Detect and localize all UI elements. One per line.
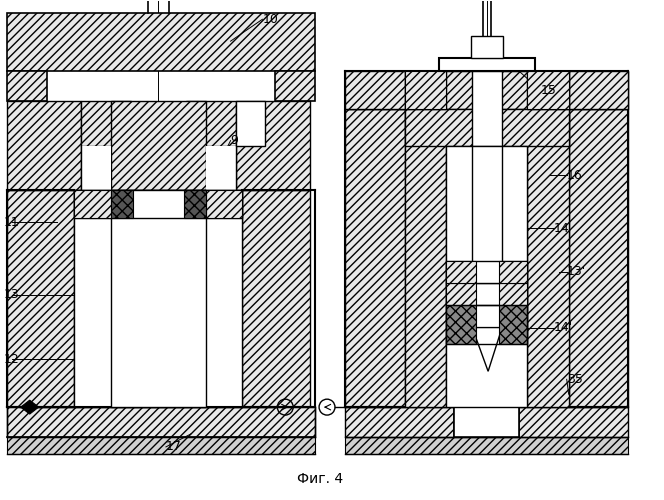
Bar — [345, 109, 404, 407]
Text: 17: 17 — [166, 440, 182, 454]
Bar — [446, 261, 476, 283]
Bar — [446, 146, 527, 407]
Bar — [472, 146, 502, 328]
Text: 14': 14' — [554, 321, 573, 334]
Text: 9: 9 — [230, 134, 238, 147]
Bar — [568, 109, 628, 407]
Bar — [112, 190, 133, 218]
Bar — [74, 190, 112, 218]
Bar — [345, 71, 628, 109]
Text: 13: 13 — [4, 288, 19, 301]
Text: 35: 35 — [566, 373, 582, 386]
Bar — [186, 101, 236, 146]
Bar — [404, 71, 446, 109]
Bar — [7, 407, 315, 437]
Bar — [242, 190, 310, 407]
Bar — [112, 190, 206, 407]
Bar — [446, 304, 476, 344]
Bar — [446, 304, 527, 344]
Bar — [499, 304, 527, 344]
Bar — [527, 71, 568, 109]
Bar — [499, 283, 527, 304]
Bar — [206, 146, 236, 190]
Bar — [345, 437, 628, 454]
Bar — [499, 261, 527, 283]
Bar — [568, 71, 628, 109]
Bar — [236, 101, 266, 146]
Polygon shape — [472, 328, 502, 372]
Bar — [7, 101, 82, 190]
Bar — [446, 283, 476, 304]
Bar — [345, 407, 628, 437]
Text: 16: 16 — [566, 169, 582, 182]
Bar — [404, 109, 568, 146]
Bar — [446, 283, 527, 304]
Text: 13': 13' — [566, 266, 586, 278]
Bar — [404, 71, 446, 109]
Bar — [276, 71, 315, 101]
Text: 14: 14 — [554, 222, 570, 234]
Bar — [345, 71, 404, 109]
Polygon shape — [21, 400, 39, 414]
Bar — [7, 71, 46, 101]
Bar — [184, 190, 206, 218]
Text: 12: 12 — [4, 353, 19, 366]
Bar — [7, 437, 315, 454]
Bar — [471, 36, 503, 58]
Bar — [472, 71, 502, 146]
Bar — [440, 58, 535, 71]
Bar — [7, 190, 74, 407]
Bar — [82, 146, 112, 190]
Bar — [236, 101, 310, 190]
Bar — [74, 190, 242, 407]
Bar — [404, 109, 446, 407]
Bar — [446, 261, 527, 283]
Bar — [454, 402, 519, 437]
Bar — [527, 109, 568, 407]
Bar — [454, 407, 519, 437]
Bar — [7, 14, 315, 71]
Bar — [206, 190, 242, 218]
Text: 11: 11 — [4, 216, 19, 228]
Bar — [82, 101, 131, 146]
Bar — [527, 71, 568, 109]
Text: Фиг. 4: Фиг. 4 — [297, 472, 343, 486]
Bar — [74, 190, 242, 218]
Text: 15: 15 — [541, 84, 556, 98]
Bar — [112, 101, 206, 190]
Text: 10: 10 — [262, 13, 278, 26]
